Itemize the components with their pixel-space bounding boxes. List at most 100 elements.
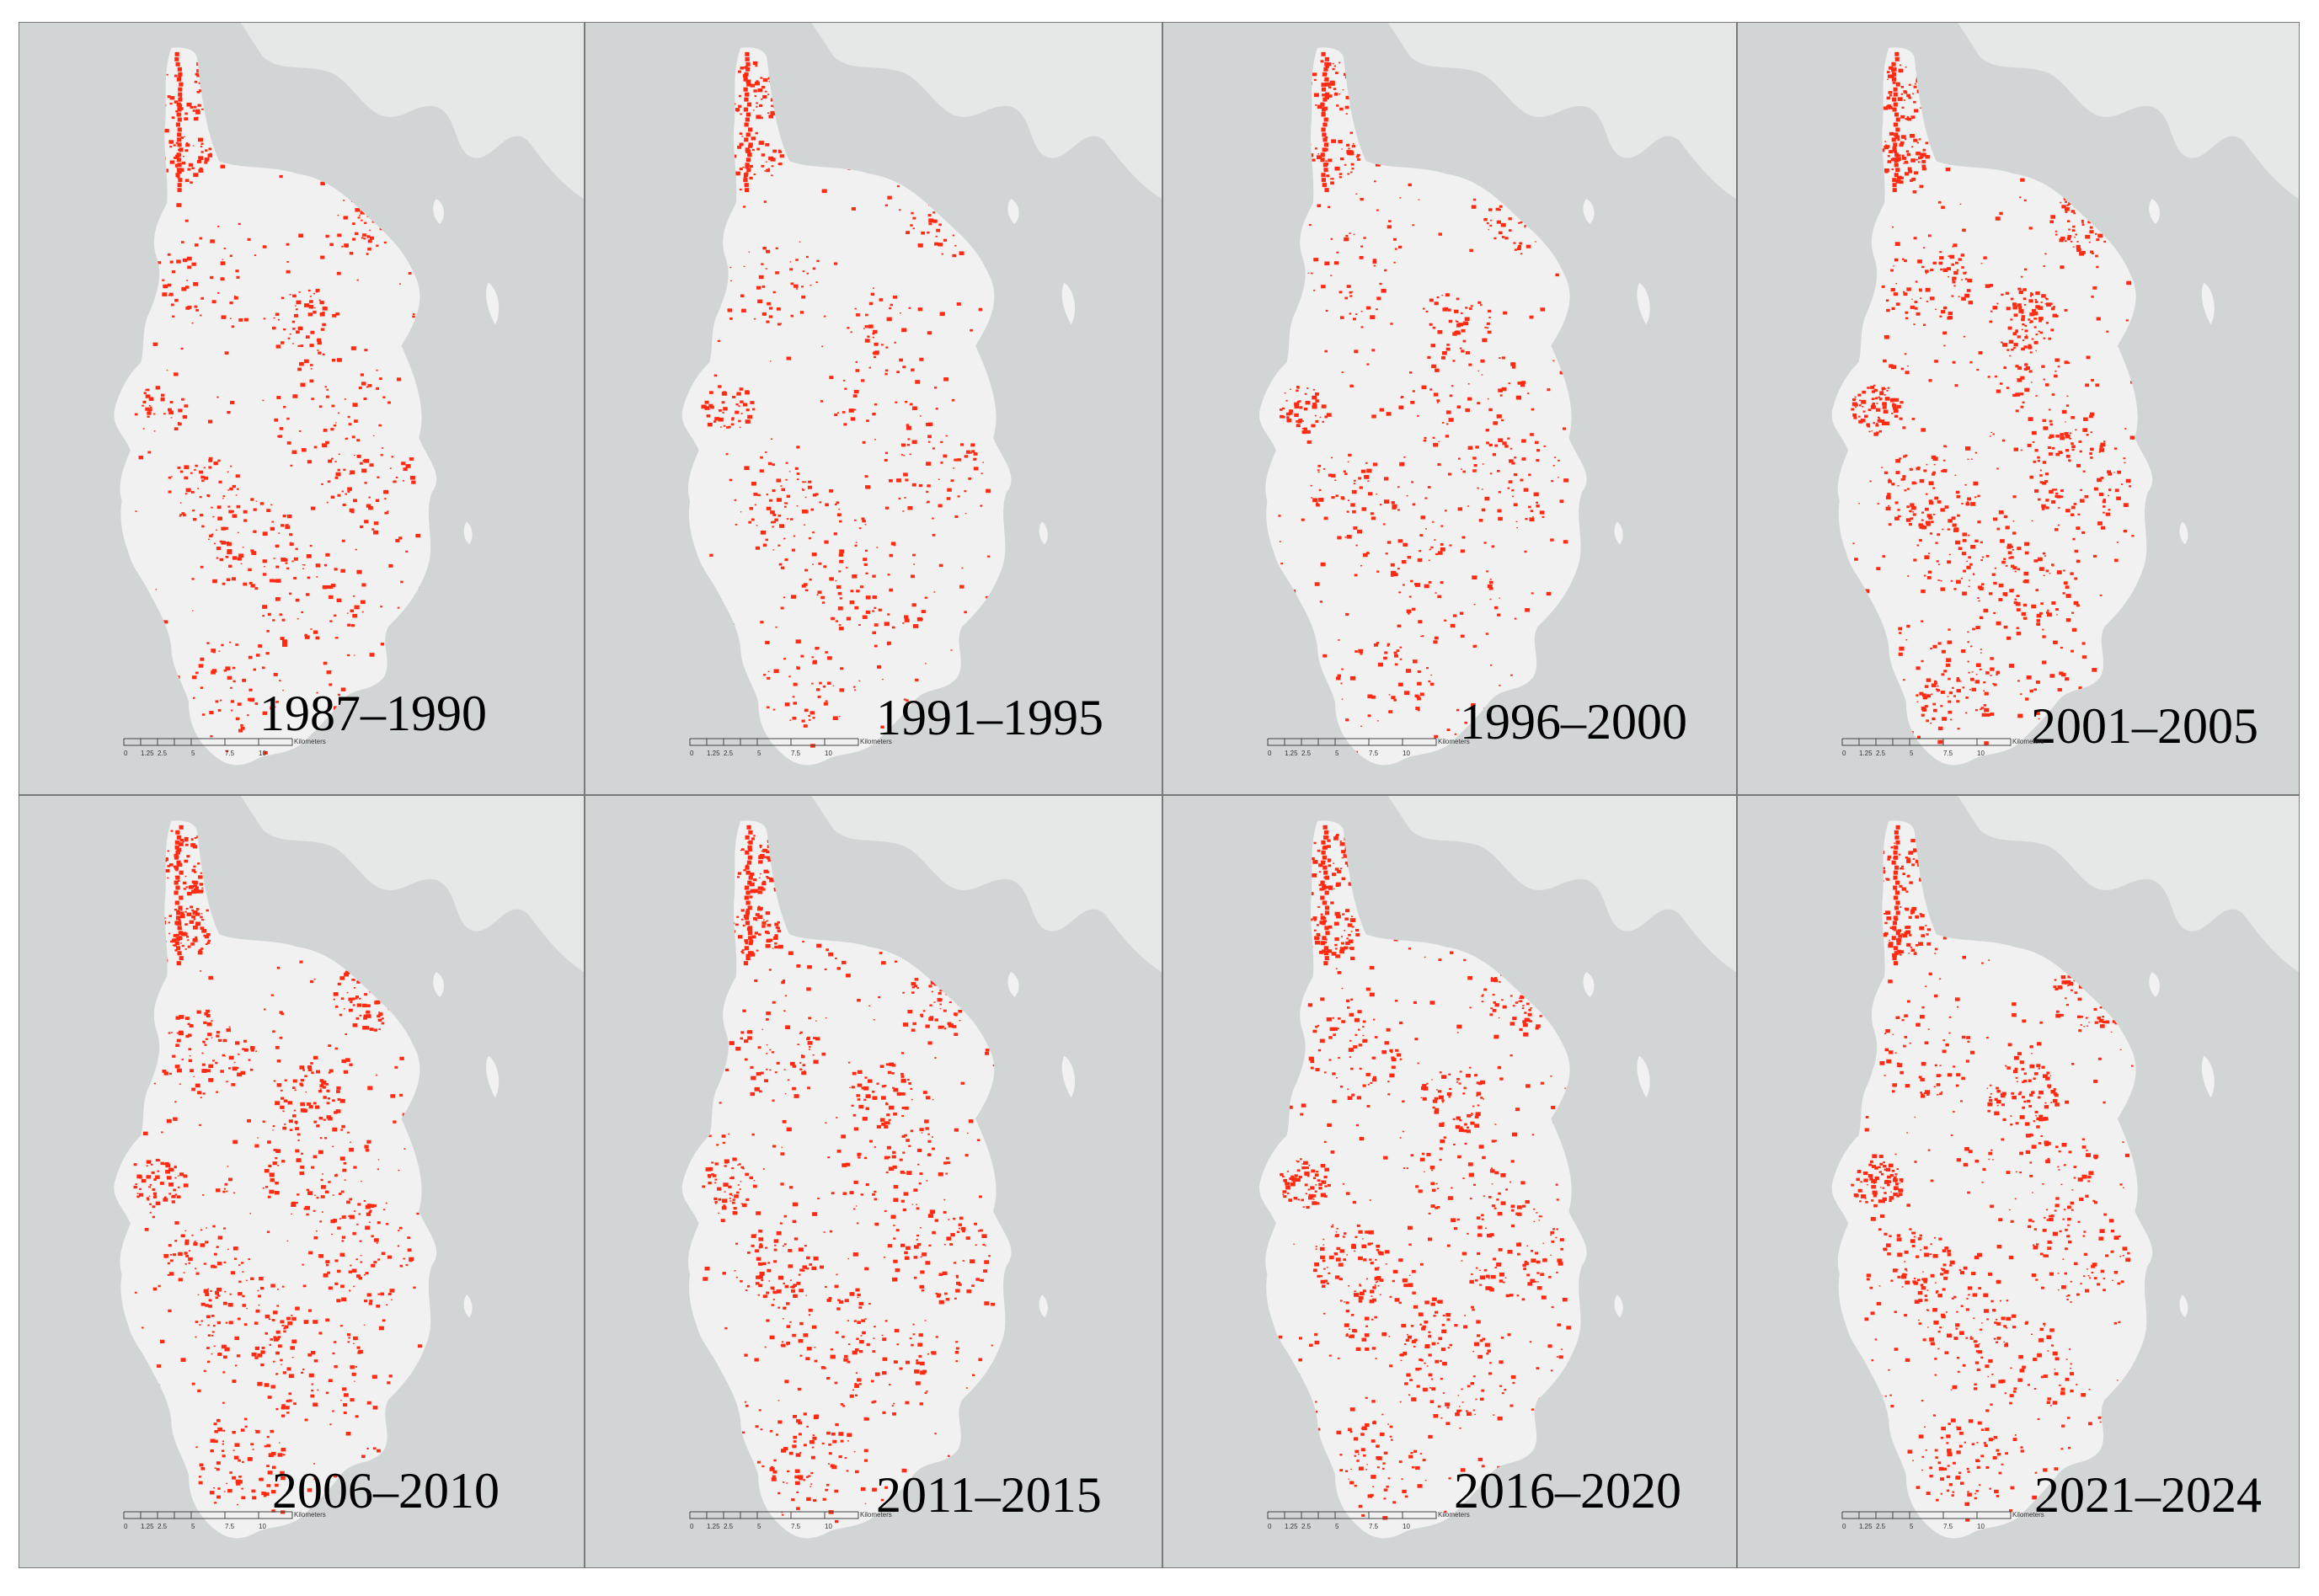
map-panel-2: 1991–1995 0 1.25 2.5 5 7.5 10 Kilometers bbox=[585, 22, 1162, 795]
scale-tick-label: 10 bbox=[259, 750, 266, 757]
island-map bbox=[681, 23, 1162, 766]
scale-tick-label: 10 bbox=[1403, 1523, 1410, 1530]
scale-tick-label: 1.25 bbox=[141, 750, 154, 757]
map-grid: 1987–1990 0 1.25 2.5 5 7.5 10 Kilometers 1991–… bbox=[19, 22, 2300, 1568]
scale-tick-label: 7.5 bbox=[1369, 1523, 1379, 1530]
scale-tick-label: 7.5 bbox=[1943, 1523, 1953, 1530]
scale-tick-label: 1.25 bbox=[707, 1523, 720, 1530]
scale-tick-label: 5 bbox=[191, 1523, 195, 1530]
islet bbox=[1614, 521, 1623, 545]
scale-unit-label: Kilometers bbox=[2012, 738, 2044, 745]
islet bbox=[1061, 282, 1076, 325]
scale-tick-label: 5 bbox=[1910, 750, 1914, 757]
scale-tick-label: 7.5 bbox=[1369, 750, 1379, 757]
islet bbox=[502, 47, 516, 115]
scale-unit-label: Kilometers bbox=[294, 1511, 326, 1519]
islet bbox=[1583, 199, 1595, 224]
map-panel-8: 2021–2024 0 1.25 2.5 5 7.5 10 Kilometers bbox=[1737, 795, 2300, 1568]
islet bbox=[463, 1294, 473, 1318]
scale-tick-label: 10 bbox=[1403, 750, 1410, 757]
islet bbox=[2218, 820, 2231, 889]
neighbouring-land bbox=[1958, 23, 2299, 200]
islet bbox=[1078, 820, 1093, 889]
period-label: 2001–2005 bbox=[2031, 698, 2258, 754]
neighbouring-land bbox=[811, 23, 1162, 200]
map-panel-3: 1996–2000 0 1.25 2.5 5 7.5 10 Kilometers bbox=[1162, 22, 1737, 795]
scale-tick-label: 1.25 bbox=[707, 750, 720, 757]
scale-tick-label: 10 bbox=[825, 1523, 832, 1530]
neighbouring-land bbox=[1958, 796, 2299, 973]
scale-bar: 0 1.25 2.5 5 7.5 10 Kilometers bbox=[1841, 1507, 2085, 1532]
scale-tick-label: 5 bbox=[757, 750, 761, 757]
scale-bar: 0 1.25 2.5 5 7.5 10 Kilometers bbox=[122, 1507, 366, 1532]
scale-tick-label: 1.25 bbox=[1285, 750, 1298, 757]
neighbouring-land bbox=[240, 796, 584, 973]
scale-bar: 0 1.25 2.5 5 7.5 10 Kilometers bbox=[122, 734, 366, 759]
period-label: 2016–2020 bbox=[1454, 1463, 1681, 1519]
islet bbox=[502, 820, 516, 889]
scale-tick-label: 5 bbox=[1335, 750, 1339, 757]
island-map bbox=[114, 23, 584, 766]
period-label: 1991–1995 bbox=[876, 690, 1103, 745]
island-landmass bbox=[1831, 820, 2153, 1539]
islet bbox=[2201, 282, 2215, 325]
map-panel-5: 2006–2010 0 1.25 2.5 5 7.5 10 Kilometers bbox=[19, 795, 585, 1568]
scale-unit-label: Kilometers bbox=[294, 738, 326, 745]
scale-tick-label: 1.25 bbox=[1859, 1523, 1873, 1530]
scale-tick-label: 5 bbox=[757, 1523, 761, 1530]
islet bbox=[2149, 199, 2160, 224]
scale-tick-label: 2.5 bbox=[1876, 750, 1886, 757]
islet bbox=[1007, 199, 1019, 224]
islet bbox=[433, 199, 444, 224]
scale-tick-label: 7.5 bbox=[225, 1523, 235, 1530]
scale-tick-label: 1.25 bbox=[1285, 1523, 1298, 1530]
scale-tick-label: 2.5 bbox=[724, 1523, 734, 1530]
scale-bar: 0 1.25 2.5 5 7.5 10 Kilometers bbox=[1841, 734, 2085, 759]
scale-tick-label: 0 bbox=[1842, 1523, 1846, 1530]
scale-tick-label: 1.25 bbox=[1859, 750, 1873, 757]
island-landmass bbox=[681, 820, 1012, 1539]
islet bbox=[1583, 972, 1595, 997]
scale-tick-label: 2.5 bbox=[1301, 750, 1312, 757]
island-landmass bbox=[114, 820, 437, 1539]
map-panel-4: 2001–2005 0 1.25 2.5 5 7.5 10 Kilometers bbox=[1737, 22, 2300, 795]
scale-tick-label: 0 bbox=[690, 1523, 694, 1530]
neighbouring-land bbox=[1387, 796, 1736, 973]
islet bbox=[1039, 1294, 1048, 1318]
scale-tick-label: 0 bbox=[690, 750, 694, 757]
islet bbox=[1637, 1055, 1650, 1098]
island-landmass bbox=[1259, 47, 1587, 766]
island-map bbox=[1831, 23, 2299, 766]
scale-tick-label: 5 bbox=[191, 750, 195, 757]
scale-tick-label: 0 bbox=[1268, 750, 1272, 757]
island-map bbox=[1259, 23, 1736, 766]
island-landmass bbox=[114, 47, 437, 766]
neighbouring-land bbox=[1387, 23, 1736, 200]
islet bbox=[1637, 282, 1650, 325]
islet bbox=[1078, 47, 1093, 115]
islet bbox=[1039, 521, 1048, 545]
islet bbox=[1614, 1294, 1623, 1318]
map-panel-6: 2011–2015 0 1.25 2.5 5 7.5 10 Kilometers bbox=[585, 795, 1162, 1568]
scale-tick-label: 0 bbox=[1268, 1523, 1272, 1530]
island-map bbox=[681, 796, 1162, 1539]
scale-tick-label: 5 bbox=[1335, 1523, 1339, 1530]
period-label: 2011–2015 bbox=[876, 1467, 1102, 1523]
map-panel-7: 2016–2020 0 1.25 2.5 5 7.5 10 Kilometers bbox=[1162, 795, 1737, 1568]
scale-bar: 0 1.25 2.5 5 7.5 10 Kilometers bbox=[1266, 1507, 1510, 1532]
island-map bbox=[1259, 796, 1736, 1539]
scale-tick-label: 0 bbox=[1842, 750, 1846, 757]
period-label: 1987–1990 bbox=[259, 686, 487, 741]
scale-tick-label: 2.5 bbox=[1301, 1523, 1312, 1530]
islet bbox=[1654, 820, 1668, 889]
scale-tick-label: 5 bbox=[1910, 1523, 1914, 1530]
islet bbox=[1654, 47, 1668, 115]
islet bbox=[486, 282, 500, 325]
scale-tick-label: 7.5 bbox=[791, 1523, 801, 1530]
scale-tick-label: 0 bbox=[124, 750, 128, 757]
period-label: 2021–2024 bbox=[2034, 1467, 2262, 1523]
island-landmass bbox=[1259, 820, 1587, 1539]
period-label: 1996–2000 bbox=[1460, 694, 1687, 750]
islet bbox=[463, 521, 473, 545]
scale-tick-label: 2.5 bbox=[158, 1523, 168, 1530]
